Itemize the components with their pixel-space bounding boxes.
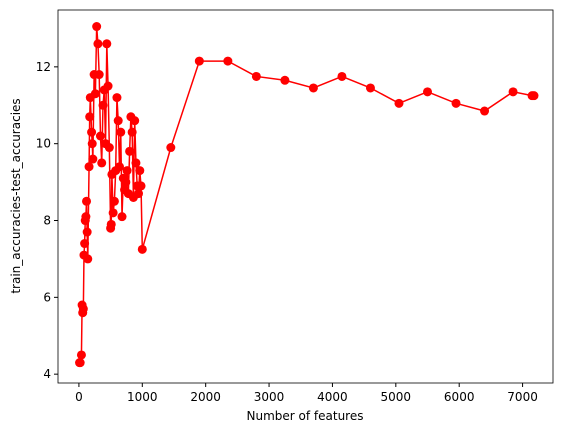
x-tick-label: 6000	[444, 390, 475, 404]
marker	[130, 116, 140, 126]
marker	[135, 166, 145, 176]
marker	[92, 22, 102, 32]
marker	[113, 116, 123, 126]
marker	[394, 98, 404, 108]
marker	[78, 304, 88, 314]
x-tick-label: 2000	[190, 390, 221, 404]
x-tick-label: 0	[75, 390, 83, 404]
y-tick-label: 12	[36, 60, 51, 74]
marker	[125, 146, 135, 156]
marker	[280, 75, 290, 85]
x-tick-label: 5000	[381, 390, 412, 404]
y-tick-label: 6	[43, 290, 51, 304]
marker	[112, 93, 122, 103]
plot-frame	[57, 9, 554, 384]
marker	[102, 39, 112, 49]
marker	[76, 350, 86, 360]
marker	[121, 177, 131, 187]
marker	[131, 158, 141, 168]
marker	[194, 56, 204, 66]
marker	[108, 208, 118, 218]
x-tick-label: 3000	[254, 390, 285, 404]
marker	[82, 196, 92, 206]
marker	[94, 70, 104, 80]
marker	[251, 71, 261, 81]
x-tick-label: 4000	[317, 390, 348, 404]
marker	[480, 106, 490, 116]
marker	[127, 127, 137, 137]
marker	[85, 112, 95, 122]
marker	[308, 83, 318, 93]
y-tick-label: 10	[36, 137, 51, 151]
marker	[136, 181, 146, 191]
marker	[423, 87, 433, 97]
marker	[81, 212, 91, 222]
marker	[133, 189, 143, 199]
marker	[80, 239, 90, 249]
marker	[95, 131, 105, 141]
marker	[104, 143, 114, 153]
y-tick-label: 8	[43, 214, 51, 228]
marker	[90, 89, 100, 99]
marker	[83, 254, 93, 264]
marker	[82, 227, 92, 237]
marker	[114, 162, 124, 172]
x-tick-label: 7000	[507, 390, 538, 404]
marker	[109, 196, 119, 206]
marker	[166, 143, 176, 153]
marker	[84, 162, 94, 172]
marker	[93, 39, 103, 49]
marker	[98, 100, 108, 110]
marker	[106, 219, 116, 229]
marker	[122, 166, 132, 176]
y-axis-label: train_accuracies-test_accuracies	[9, 98, 23, 293]
marker	[87, 139, 97, 149]
marker	[75, 358, 85, 368]
marker	[137, 244, 147, 254]
marker	[529, 91, 539, 101]
marker	[103, 81, 113, 91]
marker	[451, 98, 461, 108]
x-tick-label: 1000	[127, 390, 158, 404]
marker	[365, 83, 375, 93]
y-tick-label: 4	[43, 367, 51, 381]
marker	[508, 87, 518, 97]
marker	[116, 127, 126, 137]
marker	[337, 71, 347, 81]
marker	[117, 212, 127, 222]
marker	[88, 154, 98, 164]
marker	[97, 158, 107, 168]
x-axis-label: Number of features	[247, 409, 364, 423]
line	[79, 26, 534, 364]
marker	[223, 56, 233, 66]
marker	[87, 127, 97, 137]
